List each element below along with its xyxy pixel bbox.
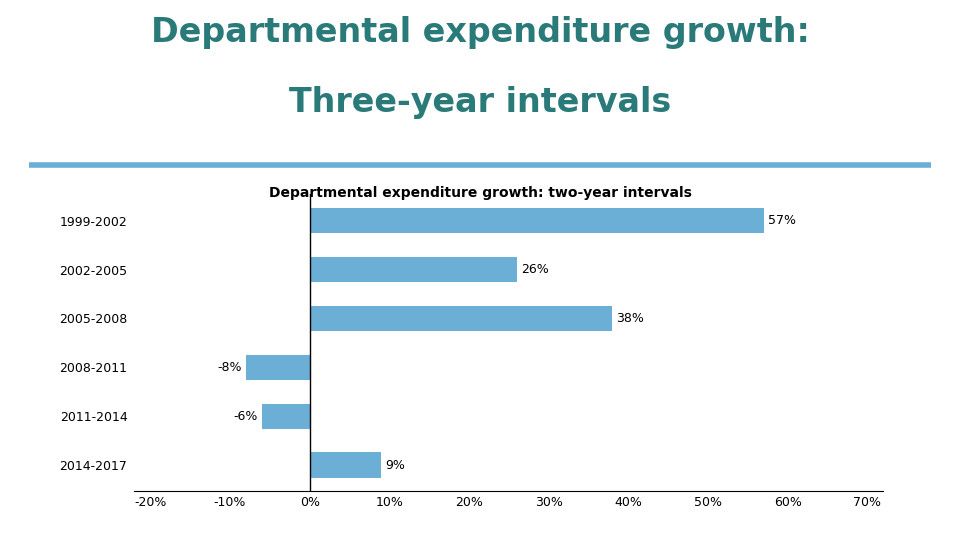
Bar — [310, 208, 764, 233]
Text: -8%: -8% — [218, 361, 242, 374]
Text: 9%: 9% — [385, 458, 405, 471]
Text: 57%: 57% — [768, 214, 796, 227]
Bar — [310, 453, 381, 478]
Bar — [310, 306, 612, 331]
Text: 26%: 26% — [520, 263, 548, 276]
Text: Three-year intervals: Three-year intervals — [289, 86, 671, 119]
Bar — [310, 257, 516, 282]
Text: Departmental expenditure growth:: Departmental expenditure growth: — [151, 16, 809, 49]
Text: -6%: -6% — [233, 410, 258, 423]
Bar — [262, 403, 310, 429]
Bar — [246, 355, 310, 380]
Text: Departmental expenditure growth: two-year intervals: Departmental expenditure growth: two-yea… — [269, 186, 691, 200]
Text: 38%: 38% — [616, 312, 644, 325]
